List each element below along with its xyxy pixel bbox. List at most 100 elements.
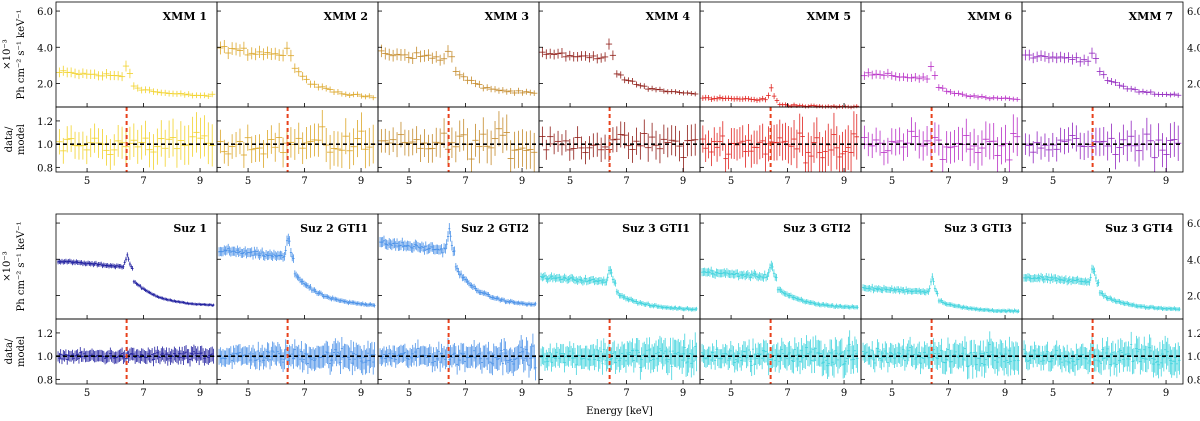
spectrum-series	[861, 61, 1021, 102]
spectrum-series	[540, 266, 698, 312]
spectrum-series	[378, 44, 538, 97]
x-tick-label: 9	[841, 176, 847, 187]
panel-xmm-2: 5 7 9 XMM 2	[216, 1, 379, 187]
x-tick-label: 9	[197, 176, 203, 187]
x-tick-label: 5	[1050, 176, 1056, 187]
ratio-series	[862, 331, 1020, 380]
x-tick-label: 5	[406, 176, 412, 187]
panel-xmm-4: 5 7 9 XMM 4	[538, 1, 701, 187]
spectrum-y-tick-label-right: 6.0	[1187, 7, 1200, 18]
spectrum-series	[56, 60, 216, 99]
spectrum-y-axis-title: Ph cm⁻² s⁻¹ keV⁻¹	[16, 10, 27, 100]
panel-label: Suz 2 GTI1	[300, 222, 368, 235]
ratio-y-axis-title-line2: model	[16, 336, 27, 367]
spectrum-y-tick-label-right: 4.0	[1187, 43, 1200, 54]
x-tick-label: 5	[406, 388, 412, 399]
x-tick-label: 5	[567, 388, 573, 399]
x-tick-label: 9	[1163, 176, 1169, 187]
panel-label: XMM 4	[646, 10, 691, 23]
spectrum-y-tick-label: 4.0	[1187, 255, 1200, 266]
ratio-series	[56, 112, 216, 170]
x-tick-label: 7	[1106, 176, 1112, 187]
spectrum-y-tick-label: 6.0	[37, 7, 53, 18]
spectrum-series	[539, 38, 699, 97]
spectrum-series	[700, 84, 860, 110]
spectrum-y-tick-label: 4.0	[37, 43, 53, 54]
x-tick-label: 7	[784, 388, 790, 399]
x-tick-label: 5	[245, 176, 251, 187]
panel-label: Suz 2 GTI2	[461, 222, 529, 235]
x-tick-label: 7	[301, 388, 307, 399]
ratio-y-tick-label-right: 1.2	[1187, 329, 1200, 340]
ratio-series	[700, 111, 860, 172]
x-tick-label: 9	[1002, 176, 1008, 187]
ratio-y-tick-label: 0.8	[37, 375, 53, 386]
spectrum-y-scale: ×10⁻³	[2, 251, 13, 281]
panel-suz-3-gti4: 5 7 9 Suz 3 GTI4	[1021, 213, 1184, 399]
spectrum-series	[379, 223, 537, 307]
ratio-y-tick-label-right: 0.8	[1187, 375, 1200, 386]
panel-label: XMM 3	[485, 10, 529, 23]
ratio-y-tick-label: 1.2	[37, 117, 53, 128]
x-tick-label: 7	[623, 176, 629, 187]
spectrum-y-scale: ×10⁻³	[2, 39, 13, 69]
panel-label: XMM 1	[163, 10, 207, 23]
ratio-y-axis-title-line1: data/	[4, 338, 15, 364]
ratio-series	[378, 111, 538, 172]
spectrum-series	[862, 273, 1020, 314]
x-tick-label: 5	[84, 176, 90, 187]
spectrum-series	[701, 260, 859, 310]
panel-label: Suz 1	[173, 222, 207, 235]
ratio-series	[540, 332, 698, 381]
spectrum-y-tick-label: 2.0	[37, 79, 53, 90]
ratio-series	[218, 336, 376, 376]
ratio-series	[861, 114, 1021, 172]
x-tick-label: 5	[889, 176, 895, 187]
spectrum-y-tick-label: 2.0	[1187, 291, 1200, 302]
spectrum-y-tick-label: 6.0	[1187, 219, 1200, 230]
x-tick-label: 7	[945, 388, 951, 399]
ratio-y-tick-label: 0.8	[37, 163, 53, 174]
panel-suz-2-gti1: 5 7 9 Suz 2 GTI1	[216, 213, 379, 399]
ratio-y-tick-label: 1.0	[37, 352, 53, 363]
panel-suz-3-gti3: 5 7 9 Suz 3 GTI3	[860, 213, 1023, 399]
x-tick-label: 7	[1106, 388, 1112, 399]
panel-suz-3-gti2: 5 7 9 Suz 3 GTI2	[699, 213, 862, 399]
x-tick-label: 5	[245, 388, 251, 399]
panel-suz-3-gti1: 5 7 9 Suz 3 GTI1	[538, 213, 701, 399]
x-tick-label: 7	[301, 176, 307, 187]
x-tick-label: 9	[358, 388, 364, 399]
ratio-series	[1022, 117, 1182, 172]
x-tick-label: 5	[1050, 388, 1056, 399]
spectrum-series	[57, 252, 215, 307]
x-tick-label: 9	[519, 176, 525, 187]
x-tick-label: 5	[728, 176, 734, 187]
panel-xmm-6: 5 7 9 XMM 6	[860, 1, 1023, 187]
spectrum-series	[217, 39, 377, 101]
x-tick-label: 7	[462, 176, 468, 187]
x-tick-label: 7	[784, 176, 790, 187]
ratio-y-tick-label: 1.0	[37, 140, 53, 151]
ratio-frame	[1021, 318, 1184, 385]
spectrum-y-tick-label-right: 2.0	[1187, 79, 1200, 90]
ratio-series	[701, 330, 859, 379]
panel-row-suzaku: 5 7 9 Suz 1 5 7 9 Suz 2 GTI1 5 7 9 Suz 2 GTI2 5 7 9 Suz…	[2, 213, 1200, 399]
x-tick-label: 7	[140, 176, 146, 187]
x-tick-label: 7	[140, 388, 146, 399]
x-tick-label: 9	[1002, 388, 1008, 399]
spectrum-series	[1023, 264, 1181, 312]
x-tick-label: 5	[567, 176, 573, 187]
panel-label: XMM 5	[807, 10, 851, 23]
ratio-y-axis-title-line2: model	[16, 124, 27, 155]
panel-label: Suz 3 GTI2	[783, 222, 851, 235]
panel-suz-1: 5 7 9 Suz 1	[55, 213, 218, 399]
ratio-series	[217, 109, 377, 170]
ratio-frame	[1021, 106, 1184, 173]
ratio-series	[539, 119, 699, 172]
ratio-y-tick-label: 1.2	[37, 329, 53, 340]
panel-label: XMM 7	[1129, 10, 1173, 23]
panel-xmm-5: 5 7 9 XMM 5	[699, 1, 862, 187]
panel-label: XMM 2	[324, 10, 368, 23]
panel-label: XMM 6	[968, 10, 1013, 23]
